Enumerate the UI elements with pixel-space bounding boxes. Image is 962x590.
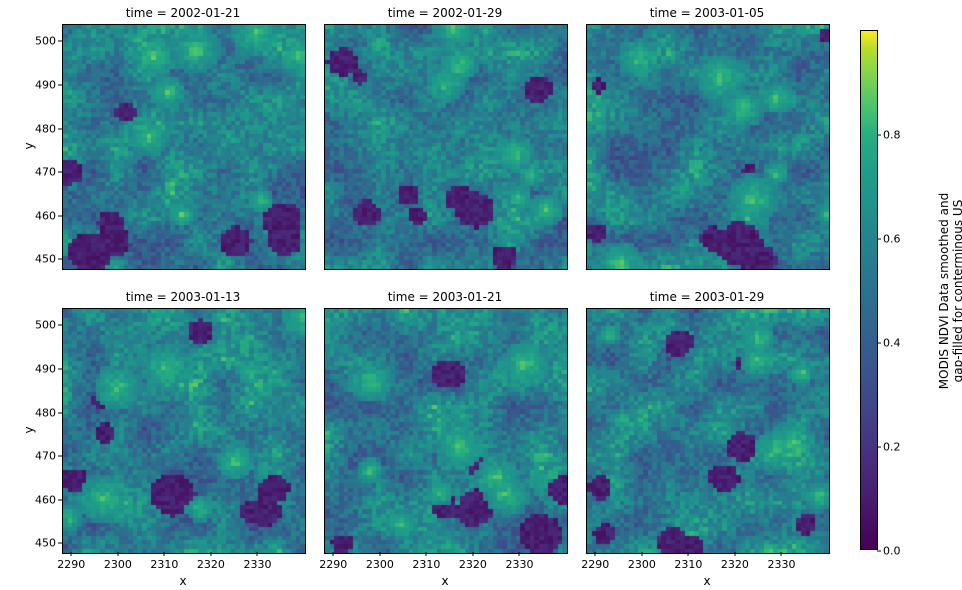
ylabel: y bbox=[22, 426, 36, 433]
xtick-mark bbox=[379, 552, 380, 556]
colorbar-tick-mark bbox=[877, 343, 881, 344]
colorbar: 0.00.20.40.60.8MODIS NDVI Data smoothed … bbox=[860, 30, 878, 550]
panel-5: time = 2003-01-2922902300231023202330x bbox=[586, 308, 828, 552]
xtick-mark bbox=[595, 552, 596, 556]
panel-0: time = 2002-01-21450460470480490500y bbox=[62, 24, 304, 268]
xtick-mark bbox=[688, 552, 689, 556]
heatmap bbox=[586, 308, 830, 554]
panel-title: time = 2003-01-29 bbox=[586, 290, 828, 304]
xtick-mark bbox=[164, 552, 165, 556]
xlabel: x bbox=[703, 574, 710, 588]
xlabel: x bbox=[441, 574, 448, 588]
panel-title: time = 2002-01-29 bbox=[324, 6, 566, 20]
ytick-mark bbox=[58, 41, 62, 42]
panel-1: time = 2002-01-29 bbox=[324, 24, 566, 268]
ytick-mark bbox=[58, 172, 62, 173]
heatmap bbox=[62, 308, 306, 554]
xtick-mark bbox=[519, 552, 520, 556]
panel-title: time = 2003-01-13 bbox=[62, 290, 304, 304]
xtick-mark bbox=[71, 552, 72, 556]
panel-title: time = 2003-01-21 bbox=[324, 290, 566, 304]
xtick-mark bbox=[210, 552, 211, 556]
panel-3: time = 2003-01-13450460470480490500y2290… bbox=[62, 308, 304, 552]
ytick-mark bbox=[58, 128, 62, 129]
xtick-mark bbox=[333, 552, 334, 556]
figure: time = 2002-01-21450460470480490500ytime… bbox=[0, 0, 962, 590]
ytick-mark bbox=[58, 369, 62, 370]
colorbar-tick-mark bbox=[877, 135, 881, 136]
xtick-mark bbox=[426, 552, 427, 556]
panel-2: time = 2003-01-05 bbox=[586, 24, 828, 268]
colorbar-tick-mark bbox=[877, 447, 881, 448]
ytick-mark bbox=[58, 259, 62, 260]
colorbar-label: MODIS NDVI Data smoothed and gap-filled … bbox=[937, 193, 962, 389]
heatmap bbox=[586, 24, 830, 270]
xtick-mark bbox=[641, 552, 642, 556]
colorbar-tick-mark bbox=[877, 239, 881, 240]
xtick-mark bbox=[781, 552, 782, 556]
xtick-mark bbox=[257, 552, 258, 556]
panel-4: time = 2003-01-2122902300231023202330x bbox=[324, 308, 566, 552]
xtick-mark bbox=[734, 552, 735, 556]
ytick-mark bbox=[58, 412, 62, 413]
ylabel: y bbox=[22, 142, 36, 149]
xtick-mark bbox=[472, 552, 473, 556]
colorbar-tick-mark bbox=[877, 551, 881, 552]
panel-title: time = 2003-01-05 bbox=[586, 6, 828, 20]
heatmap bbox=[324, 308, 568, 554]
ytick-mark bbox=[58, 543, 62, 544]
panel-title: time = 2002-01-21 bbox=[62, 6, 304, 20]
ytick-mark bbox=[58, 85, 62, 86]
ytick-mark bbox=[58, 499, 62, 500]
ytick-mark bbox=[58, 325, 62, 326]
xtick-mark bbox=[117, 552, 118, 556]
xlabel: x bbox=[179, 574, 186, 588]
ytick-mark bbox=[58, 215, 62, 216]
ytick-mark bbox=[58, 456, 62, 457]
heatmap bbox=[62, 24, 306, 270]
heatmap bbox=[324, 24, 568, 270]
